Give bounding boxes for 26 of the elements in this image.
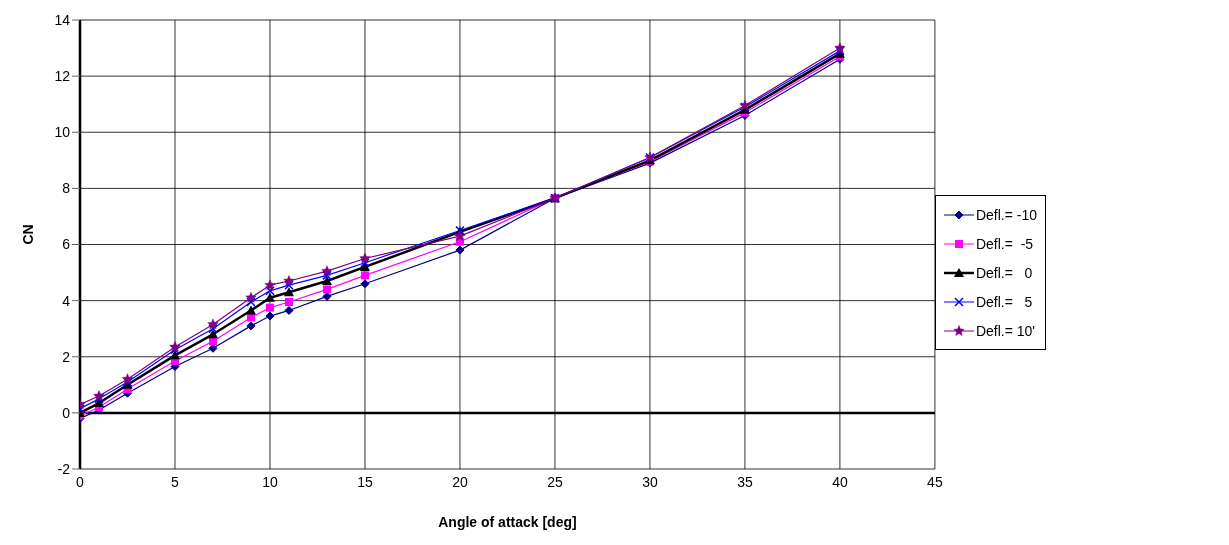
y-tick-label: -2: [57, 460, 71, 477]
legend-label: Defl.= -5: [975, 235, 1034, 252]
x-tick-label: 25: [547, 473, 563, 490]
x-axis-title: Angle of attack [deg]: [438, 514, 577, 530]
x-tick-label: 35: [737, 473, 753, 490]
y-tick-label: 2: [62, 348, 71, 365]
y-tick-label: 10: [54, 124, 71, 141]
y-tick-label: 0: [62, 404, 71, 421]
y-tick-label: 4: [62, 292, 71, 309]
x-tick-label: 0: [76, 473, 85, 490]
y-tick-label: 6: [62, 236, 71, 253]
y-axis-title: CN: [19, 224, 36, 245]
x-tick-label: 15: [357, 473, 373, 490]
x-tick-label: 10: [262, 473, 278, 490]
x-tick-label: 20: [452, 473, 468, 490]
y-tick-label: 14: [54, 11, 71, 28]
legend-label: Defl.= 0: [975, 264, 1033, 281]
x-tick-label: 5: [171, 473, 180, 490]
x-tick-label: 40: [832, 473, 848, 490]
legend-label: Defl.= 10': [975, 322, 1036, 339]
x-tick-label: 30: [642, 473, 658, 490]
y-tick-label: 12: [54, 68, 71, 85]
legend-label: Defl.= 5: [975, 293, 1033, 310]
legend-label: Defl.= -10: [975, 206, 1037, 223]
x-tick-label: 45: [927, 473, 943, 490]
y-tick-label: 8: [62, 180, 71, 197]
